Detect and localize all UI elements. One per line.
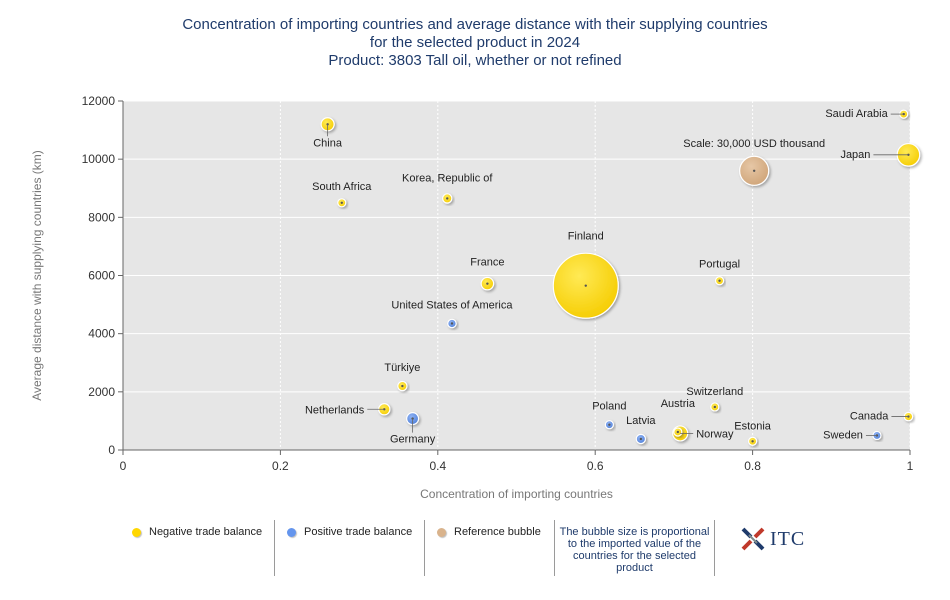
- x-tick-label: 0.6: [587, 459, 604, 473]
- bubble-center-poland: [608, 423, 611, 426]
- label-germany: Germany: [390, 434, 436, 446]
- chart-title-line-2: for the selected product in 2024: [369, 34, 581, 51]
- label-finland: Finland: [568, 231, 604, 243]
- y-tick-label: 12000: [82, 94, 116, 108]
- label-austria: Austria: [661, 398, 696, 410]
- x-tick-label: 0.2: [272, 459, 289, 473]
- bubble-center-germany: [411, 417, 414, 420]
- bubble-center-t-rkiye: [401, 384, 404, 388]
- label-estonia: Estonia: [734, 420, 772, 432]
- label-japan: Japan: [840, 149, 870, 161]
- legend-size-note: The bubble size is proportional to the i…: [555, 520, 715, 576]
- label-south-africa: South Africa: [312, 181, 372, 193]
- bubble-center-united-states-of-america: [450, 322, 454, 325]
- y-axis-title: Average distance with supplying countrie…: [30, 150, 44, 401]
- grid-lines: [123, 100, 911, 450]
- x-tick-label: 0: [120, 459, 127, 473]
- label-saudi-arabia: Saudi Arabia: [825, 108, 888, 120]
- label-korea-republic-of: Korea, Republic of: [402, 172, 493, 184]
- bubble-center-korea-republic-of: [446, 197, 449, 200]
- label-scale-30-000-usd-thousand: Scale: 30,000 USD thousand: [683, 138, 825, 150]
- itc-logo: ITC: [740, 526, 805, 552]
- y-tick-label: 10000: [82, 152, 116, 166]
- chart-title-line-1: Concentration of importing countries and…: [182, 16, 768, 33]
- label-sweden: Sweden: [823, 429, 863, 441]
- legend-negative-label: Negative trade balance: [149, 526, 263, 538]
- bubble-center-latvia: [639, 437, 643, 441]
- bubble-center-austria: [676, 430, 680, 434]
- label-china: China: [313, 137, 343, 149]
- y-tick-label: 0: [108, 443, 115, 457]
- y-tick-label: 4000: [88, 327, 115, 341]
- legend-item-positive: Positive trade balance: [275, 520, 425, 576]
- bubbles: [320, 109, 921, 446]
- itc-logo-icon: [741, 527, 765, 551]
- y-tick-label: 2000: [88, 385, 115, 399]
- x-tick-label: 1: [907, 459, 914, 473]
- label-switzerland: Switzerland: [686, 386, 743, 398]
- itc-logo-text: ITC: [770, 527, 806, 550]
- y-tick-label: 8000: [88, 210, 115, 224]
- label-portugal: Portugal: [699, 259, 740, 271]
- legend-item-negative: Negative trade balance: [120, 520, 275, 576]
- reference-bubble-marker: [437, 528, 446, 537]
- label-france: France: [470, 257, 504, 269]
- negative-balance-marker: [132, 528, 141, 537]
- positive-balance-marker: [287, 528, 296, 537]
- label-t-rkiye: Türkiye: [384, 362, 420, 374]
- legend: Negative trade balance Positive trade ba…: [120, 520, 715, 582]
- bubble-center-south-africa: [340, 201, 343, 204]
- bubble-center-estonia: [751, 440, 754, 443]
- label-poland: Poland: [592, 401, 626, 413]
- bubble-chart: 0 2000 4000 6000 8000 10000 12000 0 0.2 0.4 0.6 0.8…: [30, 94, 921, 501]
- chart-title: Concentration of importing countries and…: [0, 16, 950, 70]
- legend-reference-label: Reference bubble: [454, 526, 541, 538]
- x-tick-label: 0.8: [744, 459, 761, 473]
- bubble-center-switzerland: [713, 405, 717, 409]
- bubble-center-scale-30-000-usd-thousand: [752, 169, 756, 172]
- label-netherlands: Netherlands: [305, 404, 365, 416]
- chart-title-line-3: Product: 3803 Tall oil, whether or not r…: [328, 52, 622, 69]
- bubble-center-finland: [584, 284, 587, 287]
- bubble-center-portugal: [718, 279, 721, 282]
- bubble-center-france: [486, 282, 489, 285]
- label-latvia: Latvia: [626, 415, 656, 427]
- label-norway: Norway: [696, 428, 734, 440]
- label-united-states-of-america: United States of America: [391, 299, 513, 311]
- axes: 0 2000 4000 6000 8000 10000 12000 0 0.2 0.4 0.6 0.8…: [82, 94, 914, 473]
- x-axis-title: Concentration of importing countries: [420, 487, 613, 501]
- y-tick-label: 6000: [88, 269, 115, 283]
- legend-positive-label: Positive trade balance: [304, 526, 413, 538]
- bubble-labels: China South Africa Korea, Republic of Franc…: [305, 108, 909, 446]
- x-tick-label: 0.4: [429, 459, 446, 473]
- legend-item-reference: Reference bubble: [425, 520, 555, 576]
- label-canada: Canada: [850, 411, 889, 423]
